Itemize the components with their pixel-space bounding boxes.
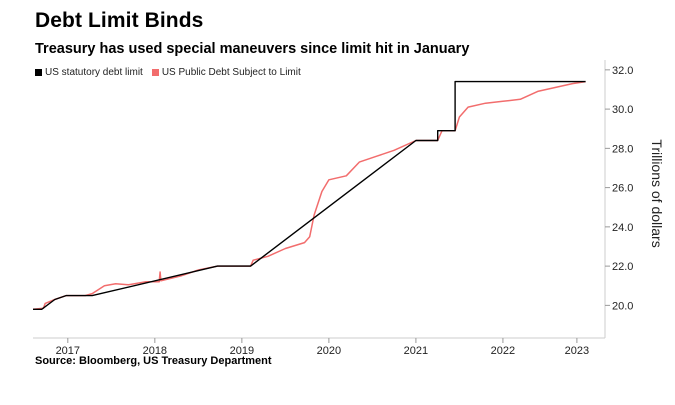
series-line-public-debt [32,80,586,311]
y-tick-label: 28.0 [612,143,633,155]
legend-swatch-debt [151,69,159,76]
chart-legend: US statutory debt limit US Public Debt S… [35,67,310,78]
y-axis-label: Trillions of dollars [649,139,665,247]
legend-swatch-limit [35,69,42,76]
legend-item-debt: US Public Debt Subject to Limit [151,67,301,78]
x-tick-label: 2023 [565,345,589,357]
y-tick-label: 26.0 [612,183,633,195]
legend-label-debt: US Public Debt Subject to Limit [161,67,301,78]
chart-subtitle: Treasury has used special maneuvers sinc… [35,41,470,57]
y-tick-label: 32.0 [612,65,633,77]
legend-label-limit: US statutory debt limit [45,67,143,78]
x-tick-label: 2017 [56,345,80,357]
y-tick-label: 22.0 [612,261,633,273]
x-tick-label: 2019 [230,345,254,357]
source-note: Source: Bloomberg, US Treasury Departmen… [35,355,272,367]
x-tick-label: 2022 [491,345,515,357]
legend-item-limit: US statutory debt limit [35,67,143,78]
x-tick-label: 2018 [143,345,167,357]
chart-title: Debt Limit Binds [35,9,204,32]
chart-axes [33,60,606,339]
y-tick-label: 24.0 [612,222,633,234]
series-line-debt-limit [33,80,586,310]
y-tick-label: 20.0 [612,300,633,312]
y-tick-label: 30.0 [612,104,633,116]
chart-lines [32,80,586,311]
x-tick-label: 2020 [317,345,341,357]
x-tick-label: 2021 [404,345,428,357]
chart-ticks: 20.0 22.0 24.0 26.0 28.0 30.0 32.0 2017 2018 2019… [56,65,634,357]
